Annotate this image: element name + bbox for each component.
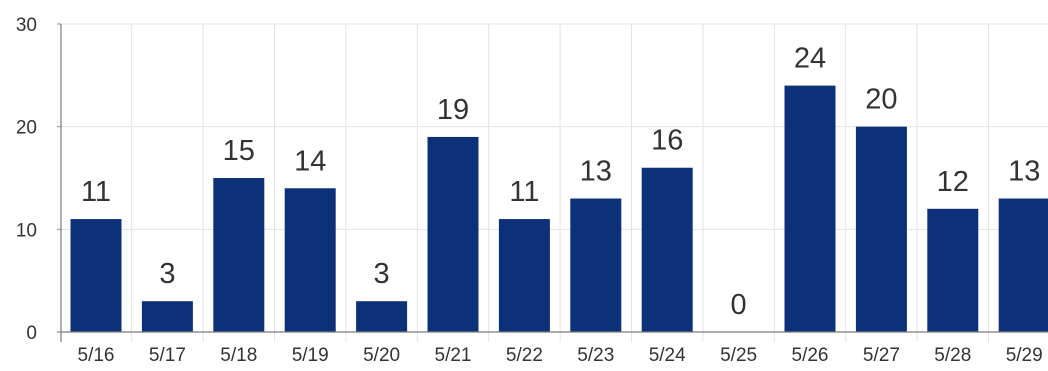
y-tick-label: 0 (26, 323, 37, 344)
x-tick-label: 5/18 (220, 345, 257, 366)
data-label: 24 (794, 43, 826, 75)
x-tick-label: 5/17 (149, 345, 186, 366)
x-tick-label: 5/28 (934, 345, 971, 366)
data-label: 13 (580, 156, 612, 188)
bar-5-16 (70, 219, 122, 332)
bar-5-22 (498, 219, 550, 332)
x-axis-ticks: 5/16 5/17 5/18 5/19 5/20 5/21 5/22 5/23 5/24 5/25… (78, 345, 1043, 366)
bars (70, 85, 1048, 333)
data-label: 19 (437, 94, 469, 126)
bar-5-29 (998, 198, 1048, 332)
bar-5-18 (213, 178, 265, 332)
x-tick-label: 5/19 (292, 345, 329, 366)
x-tick-label: 5/26 (792, 345, 829, 366)
bar-5-24 (641, 167, 693, 332)
y-tick-label: 10 (16, 220, 37, 241)
y-axis-ticks: 0 10 20 30 (16, 15, 61, 344)
x-tick-label: 5/20 (363, 345, 400, 366)
bar-5-17 (141, 301, 193, 332)
x-tick-label: 5/27 (863, 345, 900, 366)
y-tick-label: 30 (16, 15, 37, 36)
gridlines (61, 23, 1048, 342)
data-label: 20 (865, 84, 897, 116)
x-tick-label: 5/16 (78, 345, 115, 366)
data-label: 11 (81, 176, 111, 208)
data-label: 3 (374, 258, 390, 290)
data-label: 12 (937, 166, 969, 198)
bar-5-23 (570, 198, 622, 332)
data-label: 15 (223, 135, 255, 167)
bar-5-27 (855, 126, 907, 333)
data-label: 11 (509, 176, 539, 208)
x-tick-label: 5/25 (720, 345, 757, 366)
x-tick-label: 5/24 (649, 345, 686, 366)
bar-5-20 (356, 301, 408, 332)
bar-5-28 (927, 208, 979, 332)
bar-5-19 (284, 188, 336, 332)
data-labels: 11 3 15 14 3 19 11 13 16 0 24 20 12 13 (81, 43, 1040, 321)
data-label: 13 (1008, 156, 1040, 188)
data-label: 3 (159, 258, 175, 290)
x-tick-label: 5/29 (1006, 345, 1043, 366)
data-label: 14 (294, 145, 326, 177)
data-label: 0 (731, 289, 747, 321)
bar-5-21 (427, 136, 479, 332)
axes (57, 24, 1048, 342)
bar-5-26 (784, 85, 836, 332)
x-tick-label: 5/21 (435, 345, 472, 366)
y-tick-label: 20 (16, 118, 37, 139)
x-tick-label: 5/23 (577, 345, 614, 366)
x-tick-label: 5/22 (506, 345, 543, 366)
data-label: 16 (651, 125, 683, 157)
